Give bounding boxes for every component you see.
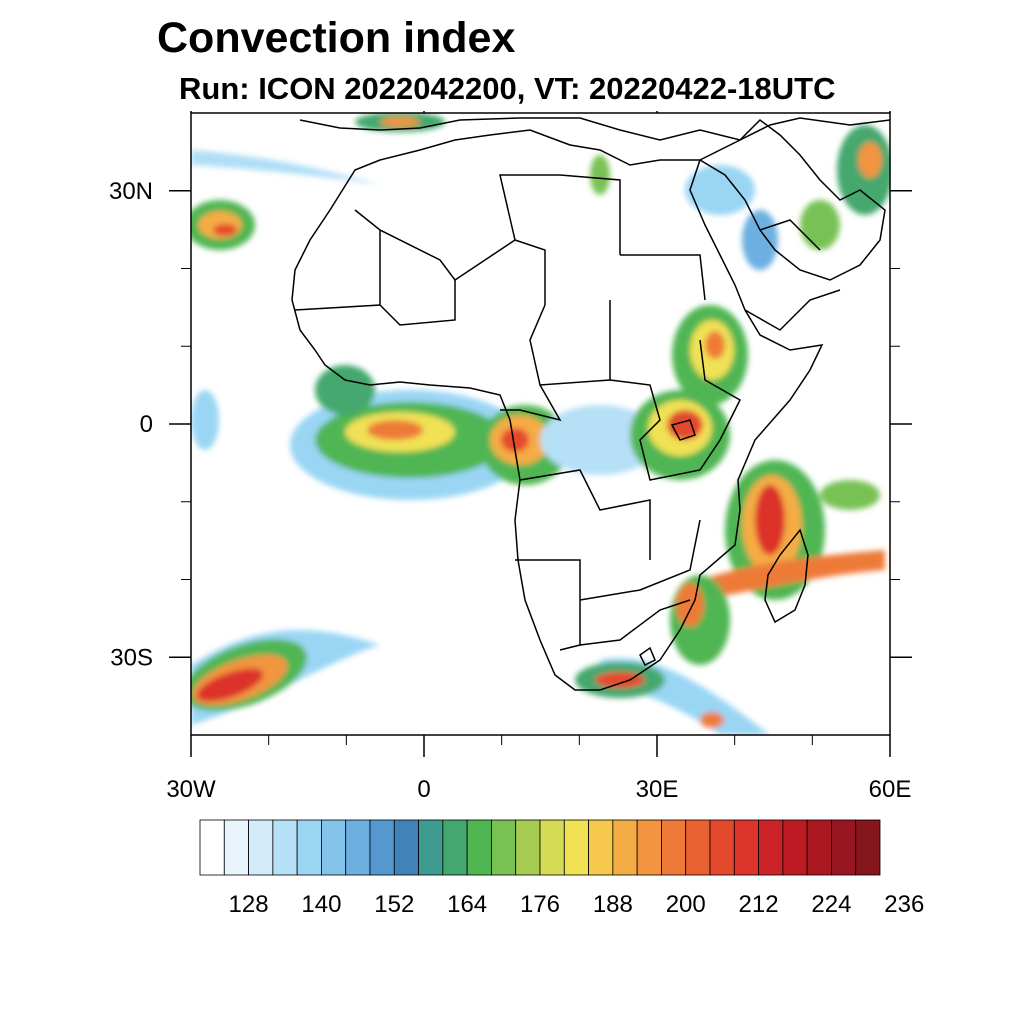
convection-area — [315, 365, 375, 415]
convection-area — [191, 390, 219, 450]
colorbar-swatch — [855, 819, 881, 876]
convection-area — [595, 672, 645, 688]
colorbar-swatch — [661, 819, 687, 876]
convection-area — [196, 668, 264, 702]
colorbar: 128 140 152 164 176 188 200 212 224 236 — [199, 819, 924, 918]
convection-area — [367, 420, 423, 440]
colorbar-label: 188 — [593, 891, 633, 918]
convection-area — [380, 117, 420, 127]
colorbar-swatch — [223, 819, 249, 876]
convection-area — [700, 712, 724, 728]
colorbar-swatch — [782, 819, 808, 876]
colorbar-swatch — [272, 819, 298, 876]
convection-area — [820, 480, 880, 510]
country-border — [515, 559, 581, 651]
colorbar-swatch — [296, 819, 322, 876]
convection-area — [705, 331, 725, 359]
y-tick-label: 30N — [109, 178, 153, 205]
convection-area — [700, 550, 885, 600]
convection-area — [213, 224, 237, 236]
lake — [670, 419, 696, 441]
colorbar-swatch — [588, 819, 614, 876]
chart-subtitle: Run: ICON 2022042200, VT: 20220422-18UTC — [179, 71, 836, 106]
country-border — [294, 209, 381, 311]
colorbar-swatch — [321, 819, 347, 876]
x-tick-label: 60E — [869, 776, 912, 803]
convection-area — [540, 405, 660, 475]
colorbar-label: 164 — [447, 891, 487, 918]
colorbar-label: 140 — [301, 891, 341, 918]
colorbar-label: 152 — [374, 891, 414, 918]
country-border — [379, 280, 456, 326]
country-border — [744, 289, 841, 331]
colorbar-label: 212 — [739, 891, 779, 918]
country-border — [519, 469, 651, 560]
colorbar-swatch — [806, 819, 832, 876]
convection-area — [590, 155, 610, 195]
country-border — [609, 339, 741, 481]
convection-area — [800, 200, 840, 250]
x-tick-label: 30E — [636, 776, 679, 803]
colorbar-swatch — [563, 819, 589, 876]
africa-coastline — [291, 129, 824, 691]
colorbar-label: 176 — [520, 891, 560, 918]
coastlines — [291, 117, 890, 691]
country-border — [759, 219, 821, 251]
colorbar-swatch — [636, 819, 662, 876]
colorbar-label: 200 — [666, 891, 706, 918]
colorbar-swatch — [612, 819, 638, 876]
colorbar-label: 128 — [229, 891, 269, 918]
europe-coastline — [299, 117, 890, 141]
colorbar-swatch — [248, 819, 274, 876]
colorbar-swatch — [491, 819, 517, 876]
country-border — [500, 384, 562, 422]
madagascar-coastline — [764, 528, 809, 624]
x-tick-label: 0 — [417, 776, 430, 803]
colorbar-swatch — [539, 819, 565, 876]
colorbar-swatch — [199, 819, 225, 876]
colorbar-swatch — [466, 819, 492, 876]
colorbar-swatch — [345, 819, 371, 876]
convection-area — [742, 210, 778, 270]
chart-title: Convection index — [157, 14, 516, 62]
country-border — [639, 646, 656, 667]
country-border — [379, 229, 546, 305]
country-border — [579, 599, 691, 646]
x-tick-label: 30W — [166, 776, 216, 803]
country-border — [529, 300, 611, 386]
colorbar-swatch — [515, 819, 541, 876]
convection-area — [858, 142, 882, 178]
colorbar-label: 224 — [811, 891, 851, 918]
convection-area — [685, 165, 755, 215]
country-border — [620, 254, 706, 301]
colorbar-swatch — [369, 819, 395, 876]
convection-area — [676, 583, 704, 627]
convection-area — [501, 428, 529, 452]
colorbar-swatch — [442, 819, 468, 876]
colorbar-swatch — [685, 819, 711, 876]
country-border — [499, 174, 621, 255]
colorbar-swatch — [709, 819, 735, 876]
country-border — [579, 519, 701, 601]
colorbar-swatch — [733, 819, 759, 876]
convection-area — [191, 150, 380, 185]
colorbar-swatch — [831, 819, 857, 876]
y-tick-label: 30S — [110, 644, 153, 671]
map-axes: 30W 0 30E 60E 30N 0 30S — [109, 111, 912, 803]
colorbar-swatch — [418, 819, 444, 876]
colorbar-swatch — [393, 819, 419, 876]
convection-area — [755, 485, 785, 555]
colorbar-swatch — [758, 819, 784, 876]
convection-field — [191, 113, 890, 735]
y-tick-label: 0 — [140, 411, 153, 438]
colorbar-label: 236 — [884, 891, 924, 918]
